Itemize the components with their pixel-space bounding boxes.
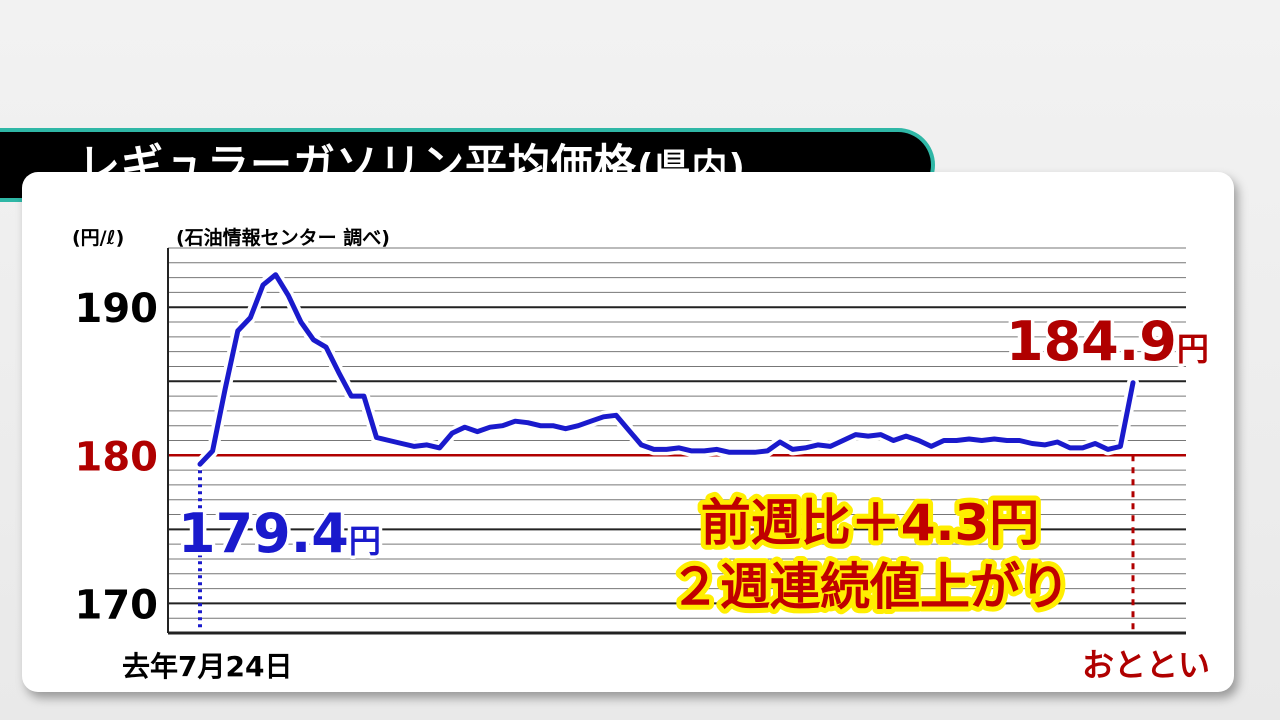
annotation-line: ２週連続値上がり: [670, 558, 1070, 616]
endpoint-markers: [198, 455, 1135, 631]
chart-labels: (円/ℓ) (石油情報センター 調べ) 去年7月24日 おととい 179.4円 184.9…: [72, 226, 1212, 684]
source-note: (石油情報センター 調べ): [176, 226, 390, 249]
title-region: (県内): [637, 147, 746, 188]
annotation-line: 前週比＋4.3円: [701, 494, 1040, 552]
y-axis: 190 180 170: [75, 248, 1186, 635]
y-tick-label: 170: [75, 582, 159, 628]
end-value-label: 184.9円: [1006, 310, 1209, 373]
y-tick-label: 190: [75, 286, 159, 332]
x-end-label: おととい: [1082, 646, 1210, 684]
title-main: レギュラーガソリン平均価格: [78, 140, 638, 189]
start-value-label: 179.4円: [178, 502, 381, 565]
y-unit-label: (円/ℓ): [72, 227, 124, 249]
series-line: [197, 272, 1136, 467]
x-start-label: 去年7月24日: [122, 650, 292, 683]
y-tick-label: 180: [75, 434, 159, 480]
series-group: [194, 268, 1139, 471]
chart-title: レギュラーガソリン平均価格(県内): [78, 132, 746, 198]
